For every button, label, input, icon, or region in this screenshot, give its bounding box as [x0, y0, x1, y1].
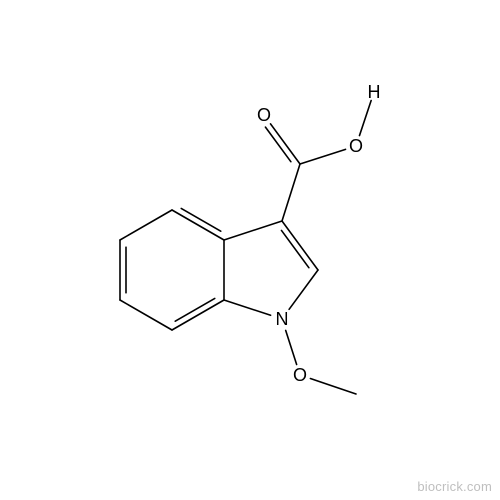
- atom-oD: O: [257, 106, 271, 124]
- atom-n: N: [276, 310, 289, 328]
- bond-layer: [0, 0, 500, 500]
- atom-oMe: O: [293, 366, 307, 384]
- watermark: biocrick.com: [417, 479, 492, 494]
- structure-canvas: N O O O H biocrick.com: [0, 0, 500, 500]
- atom-h: H: [368, 83, 381, 101]
- atom-oH: O: [349, 137, 363, 155]
